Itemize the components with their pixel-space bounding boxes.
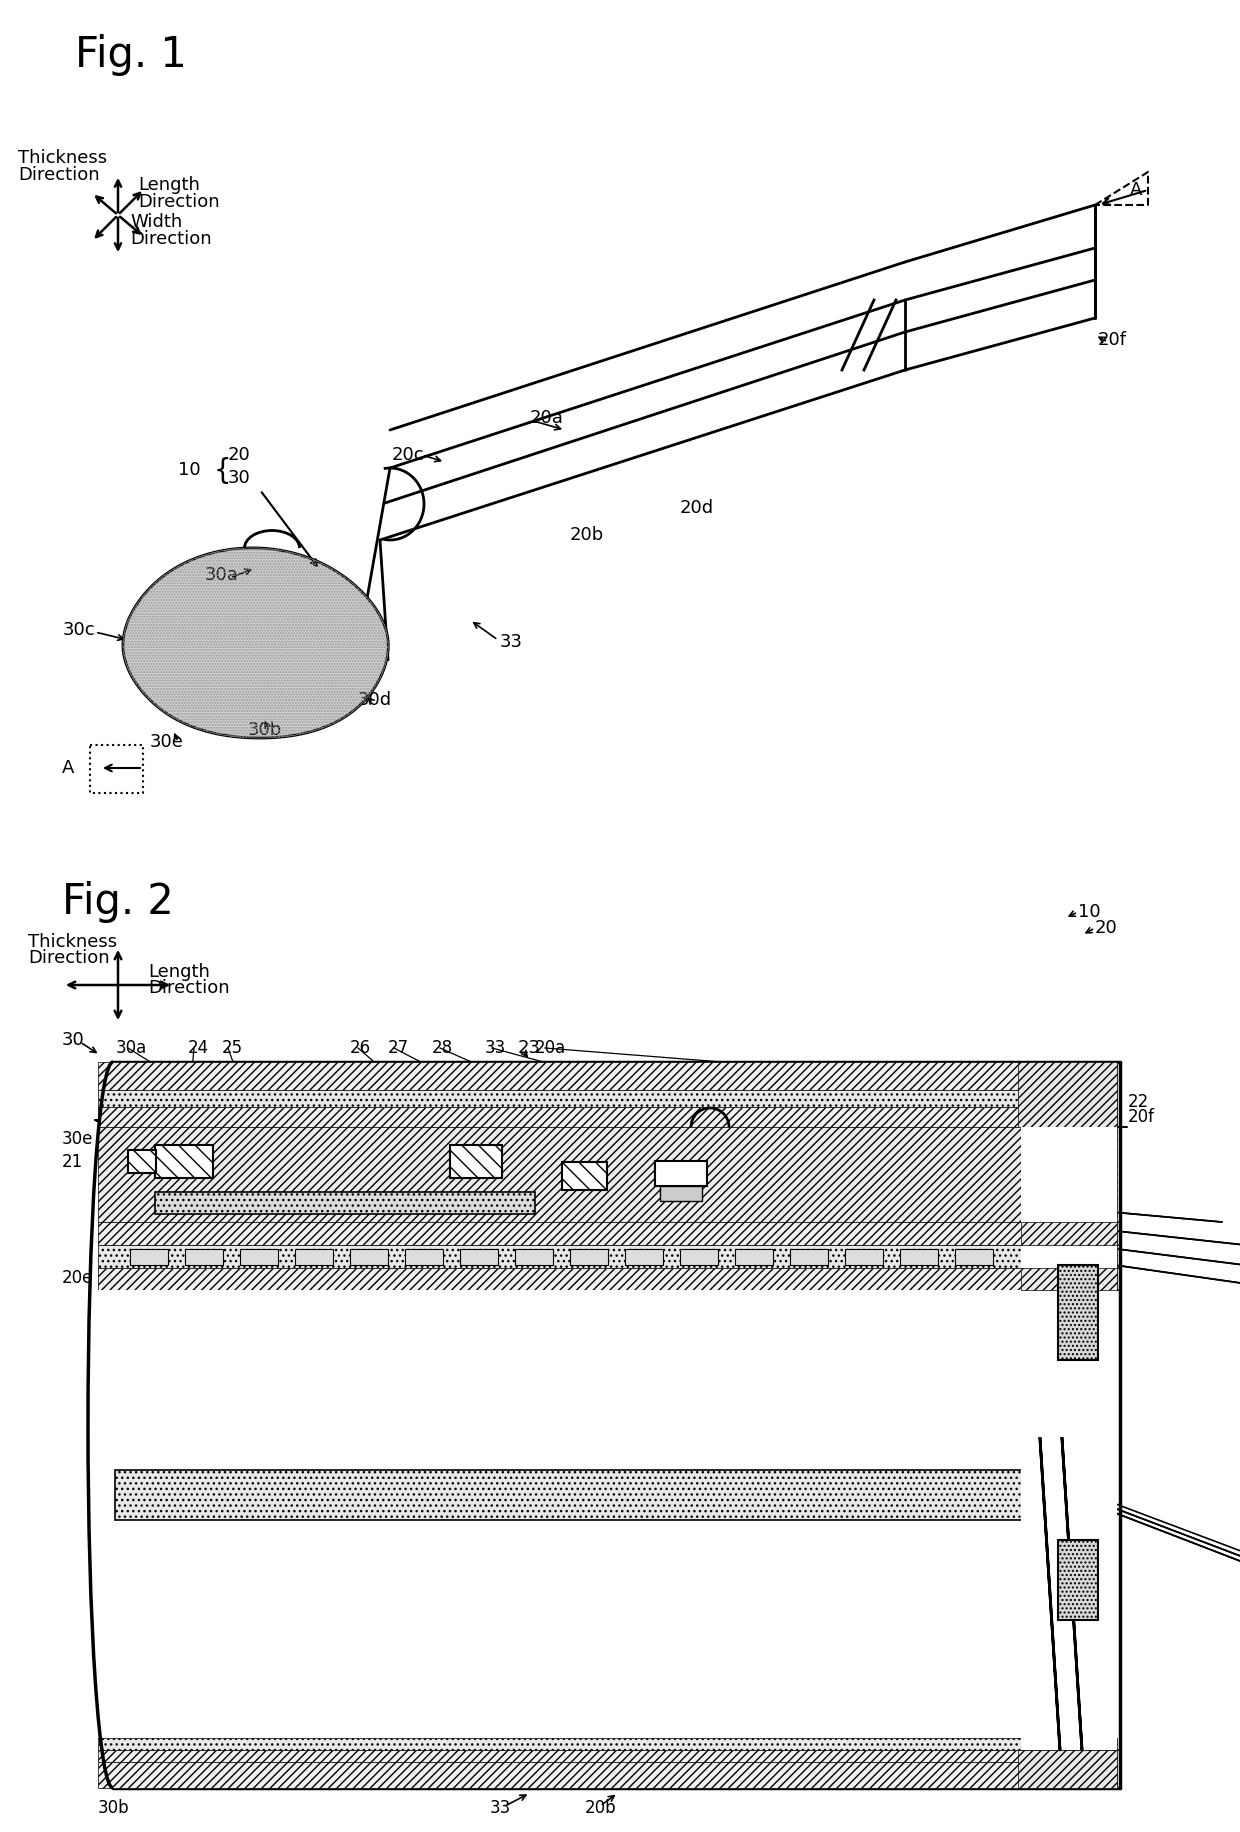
Bar xyxy=(515,1249,553,1266)
Bar xyxy=(1021,1127,1117,1750)
Bar xyxy=(98,1268,1117,1290)
Text: 20d: 20d xyxy=(680,498,714,517)
Text: 20: 20 xyxy=(228,445,250,463)
Bar xyxy=(1058,1541,1097,1619)
Text: 30c: 30c xyxy=(63,621,95,639)
Text: 25: 25 xyxy=(222,1039,243,1057)
Bar xyxy=(98,1290,1117,1739)
Bar xyxy=(680,1249,718,1266)
Bar xyxy=(98,1127,1117,1222)
Bar xyxy=(185,1249,223,1266)
Text: 30a: 30a xyxy=(117,1039,148,1057)
Bar xyxy=(98,1762,1117,1788)
Bar xyxy=(98,1063,1117,1090)
Bar xyxy=(790,1249,828,1266)
Bar xyxy=(900,1249,937,1266)
Bar xyxy=(155,1145,213,1178)
Bar xyxy=(1058,1266,1097,1359)
Text: 30: 30 xyxy=(62,1031,84,1050)
Bar xyxy=(562,1161,608,1191)
Bar xyxy=(655,1161,707,1185)
Bar xyxy=(660,1185,702,1202)
Bar xyxy=(570,1249,608,1266)
Bar xyxy=(350,1249,388,1266)
Text: 26: 26 xyxy=(350,1039,371,1057)
Bar xyxy=(1018,1750,1117,1788)
Text: 23: 23 xyxy=(518,1039,541,1057)
Text: 27: 27 xyxy=(388,1039,409,1057)
Text: 20: 20 xyxy=(1095,920,1117,936)
Bar xyxy=(98,1107,1117,1127)
Text: Fig. 1: Fig. 1 xyxy=(74,35,187,75)
Bar xyxy=(115,1469,1100,1521)
Text: Length: Length xyxy=(148,964,210,980)
Polygon shape xyxy=(123,548,388,738)
Text: 24: 24 xyxy=(188,1039,210,1057)
Bar xyxy=(98,1750,1117,1762)
Bar xyxy=(128,1150,156,1172)
Bar xyxy=(98,1739,1117,1750)
Bar xyxy=(98,1090,1117,1107)
Text: 28: 28 xyxy=(432,1039,453,1057)
Text: A: A xyxy=(1130,181,1142,200)
Bar xyxy=(625,1249,663,1266)
Text: 22: 22 xyxy=(1128,1094,1149,1110)
Text: A: A xyxy=(62,758,74,777)
Bar xyxy=(98,1222,1117,1246)
Bar xyxy=(735,1249,773,1266)
Text: 33: 33 xyxy=(500,634,523,650)
Bar xyxy=(98,1246,1117,1268)
Text: Direction: Direction xyxy=(130,231,212,247)
Text: Direction: Direction xyxy=(138,192,219,211)
Text: Direction: Direction xyxy=(29,949,109,967)
Text: Width: Width xyxy=(130,213,182,231)
Text: 33: 33 xyxy=(490,1799,511,1817)
Text: 20e: 20e xyxy=(62,1270,93,1288)
Text: 20c: 20c xyxy=(392,445,424,463)
Bar xyxy=(955,1249,993,1266)
Bar xyxy=(295,1249,334,1266)
Bar xyxy=(155,1193,534,1215)
Text: 30a: 30a xyxy=(205,566,239,584)
Text: Direction: Direction xyxy=(148,978,229,997)
Text: Thickness: Thickness xyxy=(29,932,117,951)
Bar xyxy=(1018,1063,1117,1127)
Text: Direction: Direction xyxy=(19,167,99,183)
Text: 20a: 20a xyxy=(534,1039,567,1057)
Bar xyxy=(1021,1222,1117,1246)
Bar xyxy=(450,1145,502,1178)
Text: 20f: 20f xyxy=(1097,332,1127,350)
Bar xyxy=(405,1249,443,1266)
Text: Thickness: Thickness xyxy=(19,148,107,167)
Text: 20f: 20f xyxy=(1128,1108,1154,1127)
Text: 30b: 30b xyxy=(248,722,283,738)
Text: 21: 21 xyxy=(62,1152,83,1171)
Text: 10: 10 xyxy=(179,462,201,478)
Text: 30b: 30b xyxy=(98,1799,130,1817)
Text: 30: 30 xyxy=(228,469,250,487)
Text: Fig. 2: Fig. 2 xyxy=(62,881,174,923)
Text: $\{$: $\{$ xyxy=(213,454,229,485)
Text: 30e: 30e xyxy=(62,1130,93,1149)
Bar xyxy=(844,1249,883,1266)
Text: 30e: 30e xyxy=(150,733,184,751)
Bar xyxy=(241,1249,278,1266)
Text: 10: 10 xyxy=(1078,903,1101,921)
Text: 30d: 30d xyxy=(358,691,392,709)
Bar xyxy=(460,1249,498,1266)
Text: 20b: 20b xyxy=(570,526,604,544)
Text: 33: 33 xyxy=(485,1039,506,1057)
Text: 20b: 20b xyxy=(585,1799,616,1817)
Bar xyxy=(130,1249,167,1266)
Text: 20a: 20a xyxy=(529,409,564,427)
Bar xyxy=(1021,1268,1117,1290)
Text: Length: Length xyxy=(138,176,200,194)
